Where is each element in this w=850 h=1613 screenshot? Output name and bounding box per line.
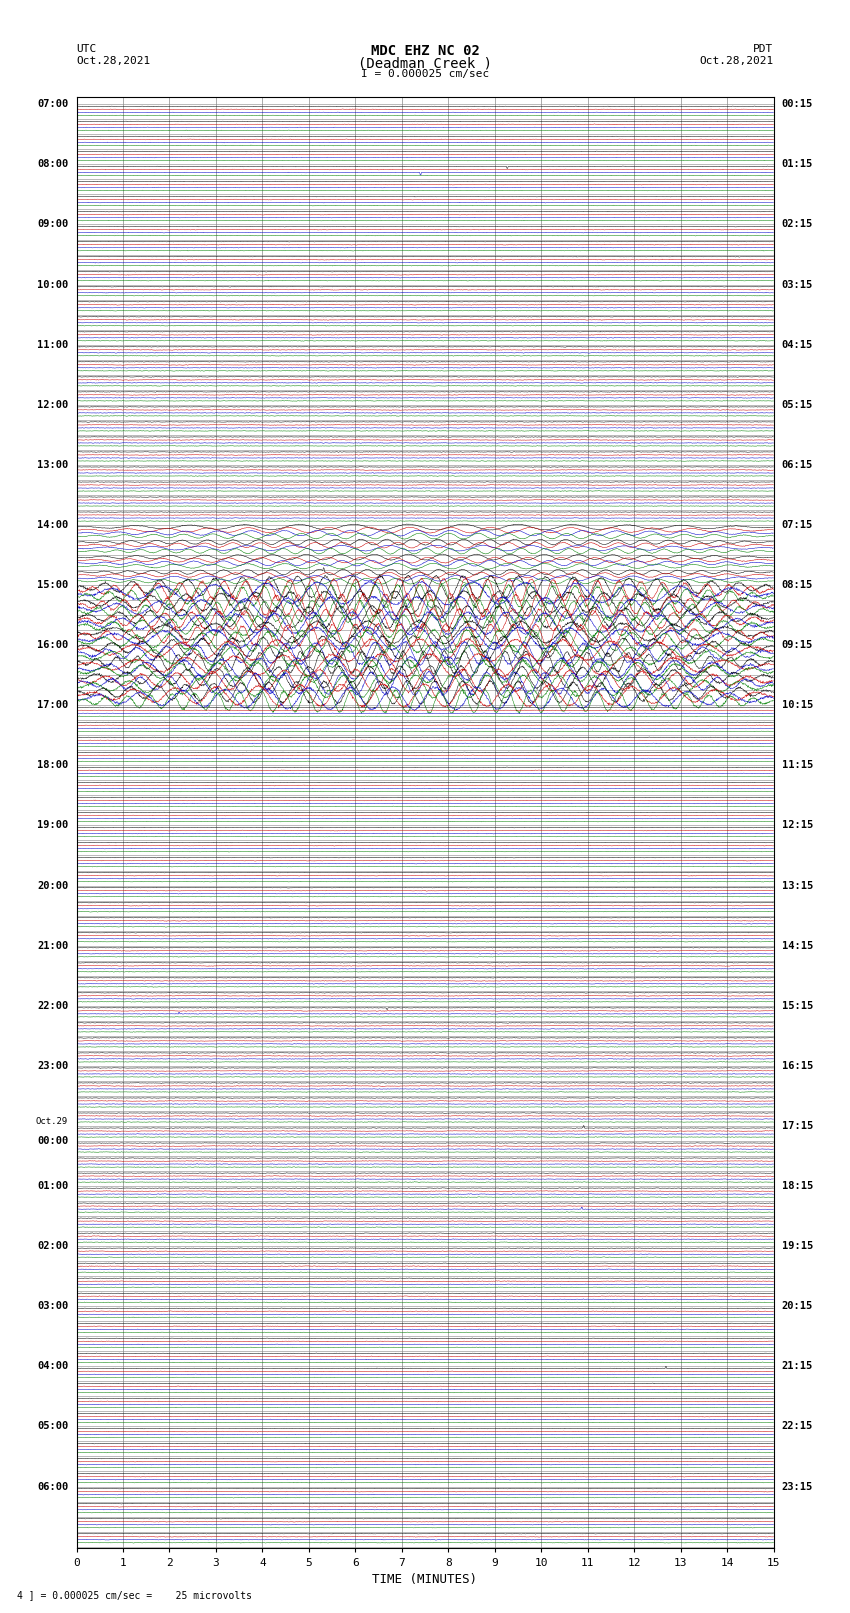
- Text: 03:15: 03:15: [782, 279, 813, 290]
- Text: 03:00: 03:00: [37, 1302, 68, 1311]
- Text: 10:00: 10:00: [37, 279, 68, 290]
- Text: 18:15: 18:15: [782, 1181, 813, 1190]
- Text: 08:15: 08:15: [782, 581, 813, 590]
- Text: 13:15: 13:15: [782, 881, 813, 890]
- Text: 08:00: 08:00: [37, 160, 68, 169]
- Text: 23:00: 23:00: [37, 1061, 68, 1071]
- Text: UTC: UTC: [76, 44, 97, 53]
- Text: 01:00: 01:00: [37, 1181, 68, 1190]
- Text: 16:15: 16:15: [782, 1061, 813, 1071]
- Text: 16:00: 16:00: [37, 640, 68, 650]
- Text: 00:00: 00:00: [37, 1136, 68, 1145]
- Text: I = 0.000025 cm/sec: I = 0.000025 cm/sec: [361, 69, 489, 79]
- Text: 19:15: 19:15: [782, 1240, 813, 1252]
- Text: Oct.28,2021: Oct.28,2021: [700, 56, 774, 66]
- Text: 04:15: 04:15: [782, 340, 813, 350]
- Text: 07:15: 07:15: [782, 519, 813, 531]
- Text: 06:00: 06:00: [37, 1481, 68, 1492]
- Text: 11:00: 11:00: [37, 340, 68, 350]
- Text: Oct.29: Oct.29: [36, 1118, 68, 1126]
- Text: 04:00: 04:00: [37, 1361, 68, 1371]
- Text: 05:15: 05:15: [782, 400, 813, 410]
- Text: 11:15: 11:15: [782, 760, 813, 771]
- Text: 00:15: 00:15: [782, 100, 813, 110]
- Text: 15:15: 15:15: [782, 1000, 813, 1011]
- Text: 20:15: 20:15: [782, 1302, 813, 1311]
- Text: 20:00: 20:00: [37, 881, 68, 890]
- Text: 14:15: 14:15: [782, 940, 813, 950]
- Text: 22:15: 22:15: [782, 1421, 813, 1431]
- Text: 21:15: 21:15: [782, 1361, 813, 1371]
- Text: 06:15: 06:15: [782, 460, 813, 469]
- Text: 12:15: 12:15: [782, 821, 813, 831]
- Text: 13:00: 13:00: [37, 460, 68, 469]
- Text: 14:00: 14:00: [37, 519, 68, 531]
- Text: 4 ] = 0.000025 cm/sec =    25 microvolts: 4 ] = 0.000025 cm/sec = 25 microvolts: [17, 1590, 252, 1600]
- Text: 23:15: 23:15: [782, 1481, 813, 1492]
- Text: MDC EHZ NC 02: MDC EHZ NC 02: [371, 44, 479, 58]
- Text: Oct.28,2021: Oct.28,2021: [76, 56, 150, 66]
- Text: 15:00: 15:00: [37, 581, 68, 590]
- Text: 09:00: 09:00: [37, 219, 68, 229]
- X-axis label: TIME (MINUTES): TIME (MINUTES): [372, 1573, 478, 1586]
- Text: 21:00: 21:00: [37, 940, 68, 950]
- Text: 02:00: 02:00: [37, 1240, 68, 1252]
- Text: 12:00: 12:00: [37, 400, 68, 410]
- Text: 22:00: 22:00: [37, 1000, 68, 1011]
- Text: 17:00: 17:00: [37, 700, 68, 710]
- Text: (Deadman Creek ): (Deadman Creek ): [358, 56, 492, 71]
- Text: 07:00: 07:00: [37, 100, 68, 110]
- Text: 19:00: 19:00: [37, 821, 68, 831]
- Text: 09:15: 09:15: [782, 640, 813, 650]
- Text: 02:15: 02:15: [782, 219, 813, 229]
- Text: 10:15: 10:15: [782, 700, 813, 710]
- Text: PDT: PDT: [753, 44, 774, 53]
- Text: 17:15: 17:15: [782, 1121, 813, 1131]
- Text: 05:00: 05:00: [37, 1421, 68, 1431]
- Text: 01:15: 01:15: [782, 160, 813, 169]
- Text: 18:00: 18:00: [37, 760, 68, 771]
